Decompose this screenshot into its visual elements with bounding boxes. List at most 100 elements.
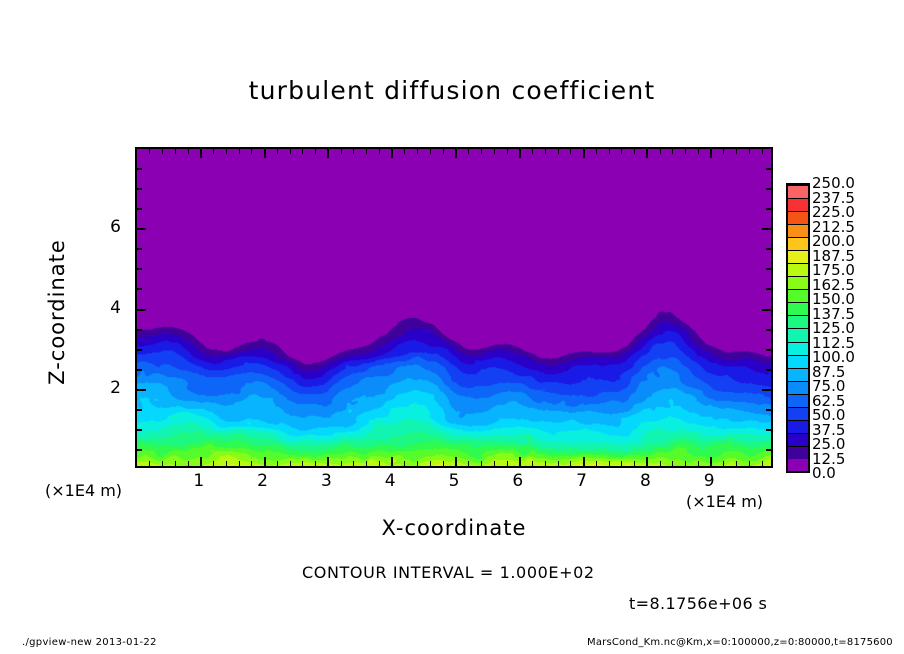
colorbar-band xyxy=(788,406,808,420)
x-axis-tick xyxy=(481,149,483,154)
x-axis-tick xyxy=(187,461,189,466)
x-axis-tick xyxy=(289,461,291,466)
colorbar xyxy=(786,183,810,473)
colorbar-tick-label: 150.0 xyxy=(812,290,855,308)
x-axis-tick xyxy=(518,149,521,158)
y-axis-tick xyxy=(137,208,142,211)
colorbar-band xyxy=(788,380,808,394)
colorbar-tick-label: 125.0 xyxy=(812,319,855,337)
colorbar-band xyxy=(788,289,808,303)
y-axis-tick xyxy=(766,188,771,191)
colorbar-tick-label: 225.0 xyxy=(812,203,855,221)
y-axis-tick xyxy=(137,448,142,451)
colorbar-band xyxy=(788,237,808,251)
x-axis-tick xyxy=(646,457,649,466)
x-axis-tick-label: 5 xyxy=(448,471,460,491)
x-axis-tick xyxy=(238,149,240,154)
y-axis-tick xyxy=(766,408,771,411)
x-axis-tick xyxy=(276,149,278,154)
colorbar-band xyxy=(788,211,808,225)
x-axis-tick xyxy=(225,461,227,466)
y-axis-tick xyxy=(766,248,771,251)
x-axis-tick xyxy=(748,149,750,154)
colorbar-tick-label: 75.0 xyxy=(812,377,846,395)
x-axis-tick xyxy=(149,461,151,466)
x-axis-tick xyxy=(366,149,368,154)
x-axis-tick xyxy=(557,461,559,466)
colorbar-band xyxy=(788,328,808,342)
x-axis-tick xyxy=(353,149,355,154)
x-axis-tick xyxy=(455,457,457,466)
timestamp-text: t=8.1756e+06 s xyxy=(629,594,768,613)
x-axis-tick xyxy=(468,461,470,466)
x-axis-tick xyxy=(263,457,266,466)
x-axis-tick xyxy=(187,149,189,154)
y-axis-tick xyxy=(137,408,142,411)
colorbar-band xyxy=(788,393,808,407)
x-axis-tick xyxy=(672,149,674,154)
x-axis-title: X-coordinate xyxy=(381,516,527,540)
x-axis-tick xyxy=(429,149,431,154)
x-axis-tick xyxy=(315,149,317,154)
colorbar-tick-label: 62.5 xyxy=(812,391,846,410)
x-axis-tick xyxy=(174,461,176,466)
x-axis-tick xyxy=(238,461,240,466)
x-axis-tick xyxy=(378,461,380,466)
x-axis-tick xyxy=(429,461,431,466)
x-axis-tick-label: 6 xyxy=(512,471,524,491)
x-axis-tick xyxy=(710,457,713,466)
y-axis-tick xyxy=(766,368,771,371)
x-axis-tick xyxy=(481,461,483,466)
x-axis-tick xyxy=(672,461,674,466)
x-axis-tick xyxy=(378,149,380,154)
colorbar-band xyxy=(788,419,808,433)
x-axis-tick xyxy=(646,149,649,158)
x-axis-tick xyxy=(659,149,661,154)
x-axis-tick xyxy=(455,149,457,158)
y-axis-tick xyxy=(766,268,771,271)
x-unit-label-left: (×1E4 m) xyxy=(45,481,123,500)
contour-plot-area xyxy=(135,147,773,468)
colorbar-band xyxy=(788,354,808,368)
x-axis-tick xyxy=(162,149,164,154)
y-axis-tick xyxy=(137,428,142,431)
x-axis-tick xyxy=(723,149,725,154)
x-axis-tick xyxy=(417,461,419,466)
colorbar-tick-label: 50.0 xyxy=(812,406,846,424)
x-axis-tick xyxy=(162,461,164,466)
x-axis-tick xyxy=(532,149,534,154)
colorbar-tick-label: 25.0 xyxy=(812,435,846,453)
x-axis-tick xyxy=(557,149,559,154)
y-axis-tick xyxy=(137,328,142,331)
x-axis-tick xyxy=(327,149,330,158)
y-axis-title: Z-coordinate xyxy=(45,239,69,385)
x-axis-tick xyxy=(761,461,763,466)
y-axis-tick xyxy=(137,348,142,351)
colorbar-tick-label: 212.5 xyxy=(812,217,855,236)
x-axis-tick xyxy=(340,149,342,154)
x-axis-tick xyxy=(621,461,623,466)
colorbar-tick-label: 100.0 xyxy=(812,348,855,366)
y-axis-tick xyxy=(766,328,771,331)
colorbar-tick-label: 200.0 xyxy=(812,232,855,250)
colorbar-tick-label: 112.5 xyxy=(812,333,855,352)
y-axis-tick xyxy=(762,388,771,391)
y-axis-tick xyxy=(766,288,771,291)
colorbar-band xyxy=(788,276,808,290)
x-axis-tick xyxy=(685,461,687,466)
x-axis-tick xyxy=(518,457,521,466)
colorbar-band xyxy=(788,341,808,355)
y-axis-tick xyxy=(137,388,146,391)
x-axis-tick xyxy=(634,149,636,154)
x-axis-tick xyxy=(608,461,610,466)
y-axis-tick xyxy=(766,428,771,431)
x-axis-tick xyxy=(263,149,266,158)
x-axis-tick-label: 4 xyxy=(384,471,396,491)
colorbar-tick-label: 187.5 xyxy=(812,246,855,265)
x-axis-tick xyxy=(315,461,317,466)
x-axis-tick xyxy=(251,149,253,154)
colorbar-tick-label: 162.5 xyxy=(812,275,855,294)
x-axis-tick xyxy=(493,149,495,154)
x-axis-tick xyxy=(595,149,597,154)
